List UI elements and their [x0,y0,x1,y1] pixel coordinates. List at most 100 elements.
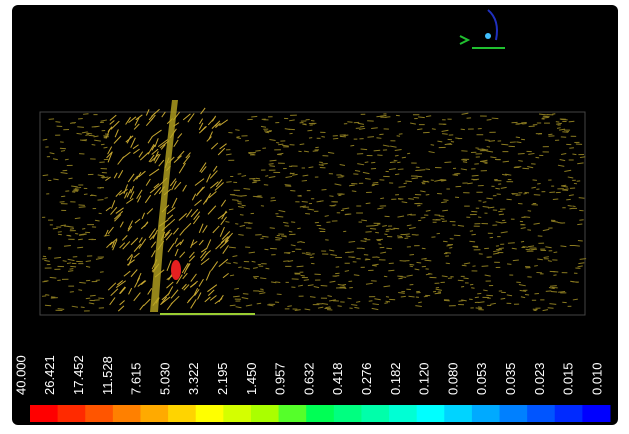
vector [470,284,473,285]
vector [352,191,356,192]
vector [499,248,504,249]
vector [404,183,407,184]
colorbar-label: 0.120 [417,362,432,395]
vector [442,210,448,211]
vector [82,229,85,230]
vector [401,296,406,297]
vector [384,303,388,304]
page: 40.00026.42117.45211.5287.6155.0303.3222… [0,0,629,434]
vector [516,142,521,143]
vector [301,275,305,276]
vector [386,248,392,249]
vector [405,238,409,239]
vector [557,128,561,129]
vector [366,203,371,204]
vector [482,266,489,267]
vector [395,174,399,175]
vector [369,301,373,302]
color-swatch [58,405,86,422]
vector [333,138,338,139]
vector [321,285,328,286]
vector [251,116,257,117]
vector [463,162,467,163]
viewer: 40.00026.42117.45211.5287.6155.0303.3222… [0,0,629,434]
vector [329,196,333,197]
color-swatch [582,405,610,422]
colorbar-label: 40.000 [13,355,28,395]
vector [453,175,458,176]
vector [487,147,490,148]
vector [533,180,537,181]
vector [90,295,96,296]
vector [350,145,354,146]
vector [455,174,461,175]
colorbar-label: 17.452 [71,355,86,395]
vector [365,162,369,163]
vector [524,193,527,194]
color-swatch [472,405,500,422]
vector [289,231,293,232]
vector [50,277,57,278]
vector [395,155,399,156]
vector [398,198,403,199]
vector [470,231,473,232]
vector [472,175,479,176]
vector [297,266,304,267]
vector [290,190,295,191]
vector [291,222,295,223]
vector [501,144,508,145]
vector [42,281,47,282]
vector [569,148,574,149]
vector [230,305,236,306]
vector [232,200,238,201]
vector [487,119,492,120]
vector [566,199,571,200]
vector [307,130,312,131]
vector [568,206,572,207]
vector [374,150,381,151]
vector [104,147,108,148]
vector [321,136,324,137]
vector [379,134,383,135]
vector [341,176,345,177]
vector [534,266,538,267]
vector [513,260,519,261]
vector [320,201,324,202]
vector [404,234,410,235]
vector [278,144,283,145]
vector [270,166,275,167]
vector [260,289,263,290]
vector [372,184,379,185]
vector [418,302,422,303]
vector [42,258,47,259]
vector [344,135,349,136]
vector [270,228,275,229]
vector [311,120,314,121]
vector [572,154,576,155]
vector [405,181,412,182]
color-swatch [444,405,472,422]
color-swatch [334,405,362,422]
vector [236,137,239,138]
vector [515,167,522,168]
vector [417,129,422,130]
vector [562,132,568,133]
color-swatch [113,405,141,422]
colorbar-label: 5.030 [157,362,172,395]
vector [269,164,274,165]
vector [550,286,557,287]
vector [104,138,107,139]
vector [506,199,511,200]
vector [255,151,260,152]
vector [257,303,261,304]
vector [361,241,367,242]
vector [55,122,60,123]
vector [256,178,260,179]
vector [437,141,442,142]
vector [305,214,310,215]
vector [388,270,394,271]
color-swatch [140,405,168,422]
vector [548,261,552,262]
vector [60,148,66,149]
vector [444,300,450,301]
